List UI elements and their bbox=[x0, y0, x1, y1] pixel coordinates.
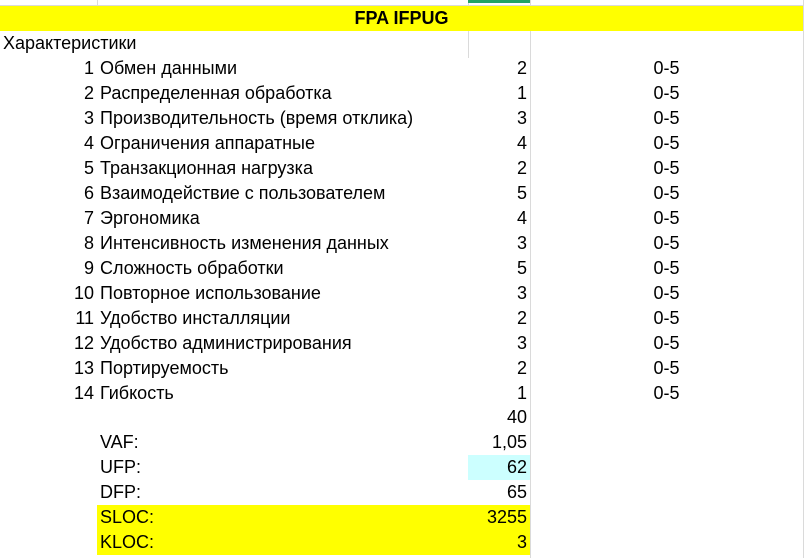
characteristic-range-cell[interactable]: 0-5 bbox=[653, 333, 680, 353]
characteristic-value-cell[interactable]: 2 bbox=[516, 358, 527, 378]
gridline bbox=[0, 5, 804, 6]
characteristic-value-cell[interactable]: 5 bbox=[516, 258, 527, 278]
characteristic-name-cell[interactable]: Сложность обработки bbox=[100, 258, 284, 278]
characteristic-value-cell[interactable]: 1 bbox=[516, 83, 527, 103]
characteristic-value-cell[interactable]: 3 bbox=[516, 108, 527, 128]
ufp-value-cell[interactable]: 62 bbox=[468, 455, 530, 480]
characteristic-range-cell[interactable]: 0-5 bbox=[653, 308, 680, 328]
row-number-cell[interactable]: 5 bbox=[83, 158, 94, 178]
row-number-cell[interactable]: 6 bbox=[83, 183, 94, 203]
characteristic-range-cell[interactable]: 0-5 bbox=[653, 383, 680, 403]
dfp-value-cell[interactable]: 65 bbox=[506, 482, 527, 502]
characteristic-name-cell[interactable]: Транзакционная нагрузка bbox=[100, 158, 313, 178]
kloc-label-cell[interactable]: KLOC: bbox=[97, 530, 468, 555]
row-number-cell[interactable]: 13 bbox=[73, 358, 94, 378]
row-number-cell[interactable]: 11 bbox=[75, 308, 94, 328]
characteristic-value-cell[interactable]: 3 bbox=[516, 283, 527, 303]
characteristic-name-cell[interactable]: Гибкость bbox=[100, 383, 174, 403]
row-number-cell[interactable]: 14 bbox=[73, 383, 94, 403]
characteristic-range-cell[interactable]: 0-5 bbox=[653, 258, 680, 278]
sloc-value-cell[interactable]: 3255 bbox=[468, 505, 530, 530]
section-label-cell[interactable]: Характеристики bbox=[3, 33, 137, 53]
row-number-cell[interactable]: 12 bbox=[73, 333, 94, 353]
row-number-cell[interactable]: 7 bbox=[83, 208, 94, 228]
ufp-label-cell[interactable]: UFP: bbox=[100, 457, 142, 477]
characteristic-name-cell[interactable]: Интенсивность изменения данных bbox=[100, 233, 389, 253]
characteristic-name-cell[interactable]: Производительность (время отклика) bbox=[100, 108, 414, 128]
characteristic-range-cell[interactable]: 0-5 bbox=[653, 58, 680, 78]
characteristic-name-cell[interactable]: Ограничения аппаратные bbox=[100, 133, 315, 153]
total-value-cell[interactable]: 40 bbox=[506, 407, 527, 427]
characteristic-value-cell[interactable]: 2 bbox=[516, 58, 527, 78]
gridline bbox=[97, 0, 98, 5]
characteristic-value-cell[interactable]: 5 bbox=[516, 183, 527, 203]
sloc-label-cell[interactable]: SLOC: bbox=[97, 505, 468, 530]
characteristic-name-cell[interactable]: Портируемость bbox=[100, 358, 229, 378]
characteristic-value-cell[interactable]: 3 bbox=[516, 333, 527, 353]
row-number-cell[interactable]: 10 bbox=[73, 283, 94, 303]
row-number-cell[interactable]: 3 bbox=[83, 108, 94, 128]
selected-column-marker bbox=[468, 0, 530, 3]
characteristic-value-cell[interactable]: 1 bbox=[516, 383, 527, 403]
characteristic-value-cell[interactable]: 2 bbox=[516, 158, 527, 178]
row-number-cell[interactable]: 4 bbox=[83, 133, 94, 153]
vaf-label-cell[interactable]: VAF: bbox=[100, 432, 139, 452]
characteristic-name-cell[interactable]: Взаимодействие с пользователем bbox=[100, 183, 386, 203]
characteristic-value-cell[interactable]: 4 bbox=[516, 208, 527, 228]
row-number-cell[interactable]: 8 bbox=[83, 233, 94, 253]
characteristic-range-cell[interactable]: 0-5 bbox=[653, 283, 680, 303]
characteristic-value-cell[interactable]: 4 bbox=[516, 133, 527, 153]
characteristic-range-cell[interactable]: 0-5 bbox=[653, 208, 680, 228]
characteristic-range-cell[interactable]: 0-5 bbox=[653, 183, 680, 203]
dfp-label-cell[interactable]: DFP: bbox=[100, 482, 142, 502]
characteristic-range-cell[interactable]: 0-5 bbox=[653, 133, 680, 153]
characteristic-value-cell[interactable]: 2 bbox=[516, 308, 527, 328]
characteristic-range-cell[interactable]: 0-5 bbox=[653, 83, 680, 103]
kloc-value-cell[interactable]: 3 bbox=[468, 530, 530, 555]
characteristic-name-cell[interactable]: Эргономика bbox=[100, 208, 200, 228]
vaf-value-cell[interactable]: 1,05 bbox=[491, 432, 527, 452]
gridline bbox=[530, 0, 531, 558]
characteristic-range-cell[interactable]: 0-5 bbox=[653, 358, 680, 378]
gridline bbox=[468, 31, 469, 58]
characteristic-name-cell[interactable]: Повторное использование bbox=[100, 283, 321, 303]
characteristic-name-cell[interactable]: Удобство инсталляции bbox=[100, 308, 291, 328]
characteristic-range-cell[interactable]: 0-5 bbox=[653, 158, 680, 178]
characteristic-name-cell[interactable]: Обмен данными bbox=[100, 58, 238, 78]
characteristic-range-cell[interactable]: 0-5 bbox=[653, 233, 680, 253]
row-number-cell[interactable]: 9 bbox=[83, 258, 94, 278]
characteristic-name-cell[interactable]: Удобство администрирования bbox=[100, 333, 352, 353]
sheet-title-cell[interactable]: FPA IFPUG bbox=[0, 6, 803, 31]
row-number-cell[interactable]: 2 bbox=[83, 83, 94, 103]
characteristic-name-cell[interactable]: Распределенная обработка bbox=[100, 83, 332, 103]
row-number-cell[interactable]: 1 bbox=[83, 58, 94, 78]
characteristic-range-cell[interactable]: 0-5 bbox=[653, 108, 680, 128]
characteristic-value-cell[interactable]: 3 bbox=[516, 233, 527, 253]
